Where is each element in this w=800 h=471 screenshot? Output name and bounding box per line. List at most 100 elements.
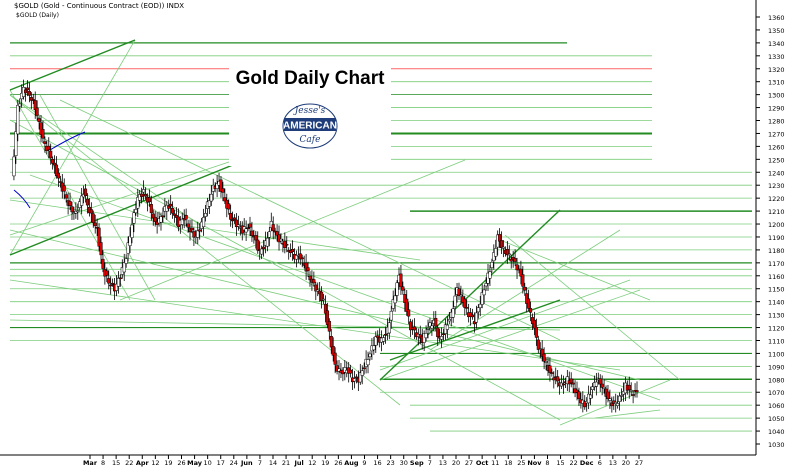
y-tick-label: 1230 — [768, 182, 785, 190]
candle-up — [440, 336, 444, 340]
candle-down — [325, 310, 329, 325]
candle-down — [575, 389, 579, 393]
candle-down — [56, 172, 60, 179]
candle-down — [627, 385, 631, 390]
x-tick-label: 15 — [556, 459, 564, 467]
x-tick-label: Sep — [410, 459, 424, 467]
candle-down — [101, 258, 105, 269]
candle-up — [544, 361, 548, 363]
candle-down — [306, 267, 310, 272]
x-tick-label: Oct — [476, 459, 489, 467]
candle-down — [349, 369, 353, 374]
y-tick-label: 1300 — [768, 92, 785, 100]
svg-text:Jesse's: Jesse's — [293, 106, 326, 116]
x-tick-label: 7 — [428, 459, 432, 467]
candle-down — [323, 303, 328, 314]
channel-line — [9, 39, 136, 91]
candle-up — [629, 390, 633, 392]
candle-down — [140, 193, 144, 197]
y-tick-label: 1270 — [768, 130, 785, 138]
candle-down — [463, 298, 467, 308]
candle-down — [569, 378, 573, 384]
x-tick-label: 9 — [362, 459, 366, 467]
candle-up — [488, 271, 492, 279]
candle-up — [565, 376, 569, 385]
candle-down — [149, 204, 153, 214]
candle-up — [267, 231, 271, 238]
x-tick-label: 19 — [164, 459, 172, 467]
candle-down — [93, 222, 97, 227]
candle-up — [209, 193, 213, 202]
candle-down — [527, 298, 531, 309]
candle-down — [472, 321, 477, 325]
chart-title: Gold Daily Chart — [235, 68, 385, 89]
candle-down — [329, 335, 333, 348]
candle-down — [401, 286, 405, 291]
y-tick-label: 1070 — [768, 389, 785, 397]
candle-down — [250, 230, 254, 236]
candle-down — [465, 307, 469, 309]
candle-down — [53, 162, 57, 166]
candle-down — [261, 246, 266, 250]
candle-down — [246, 227, 250, 230]
candle-up — [614, 402, 618, 404]
candle-up — [424, 333, 428, 339]
x-tick-label: 22 — [570, 459, 578, 467]
y-axis-ticks: 1360 1350 1340 1330 1320 1310 1300 1290 1280 1270… — [756, 14, 785, 449]
y-tick-label: 1160 — [768, 273, 785, 281]
candle-down — [143, 193, 148, 197]
candle-down — [27, 91, 31, 96]
candle-down — [314, 284, 318, 292]
candle-down — [521, 274, 525, 287]
candle-up — [202, 217, 206, 228]
y-tick-label: 1060 — [768, 402, 785, 410]
candle-down — [542, 353, 546, 362]
candle-down — [407, 309, 411, 317]
candle-down — [409, 321, 413, 331]
candle-down — [198, 229, 202, 232]
x-tick-label: Mar — [83, 459, 98, 467]
candle-up — [589, 394, 593, 399]
candle-up — [132, 212, 136, 224]
x-tick-label: 20 — [452, 459, 460, 467]
diagonal-trendline — [504, 234, 681, 381]
candle-up — [114, 283, 119, 291]
candle-down — [37, 118, 41, 122]
candle-up — [203, 213, 208, 217]
candle-down — [536, 339, 540, 350]
y-tick-label: 1220 — [768, 195, 785, 203]
candle-down — [186, 223, 190, 228]
x-tick-label: 25 — [517, 459, 525, 467]
candle-down — [31, 99, 35, 101]
y-tick-label: 1190 — [768, 234, 785, 242]
svg-text:AMERICAN: AMERICAN — [283, 121, 337, 132]
candle-up — [18, 103, 22, 107]
candle-down — [192, 231, 196, 238]
x-tick-label: Apr — [136, 459, 150, 467]
candle-down — [550, 372, 554, 374]
diagonal-trendline — [594, 409, 661, 419]
candle-down — [500, 240, 504, 249]
candle-down — [376, 335, 380, 338]
x-tick-label: 20 — [622, 459, 630, 467]
candle-down — [248, 223, 252, 228]
candle-down — [436, 327, 440, 338]
x-tick-label: 13 — [609, 459, 617, 467]
x-tick-label: Dec — [580, 459, 594, 467]
x-tick-label: 12 — [308, 459, 316, 467]
x-tick-label: 6 — [598, 459, 602, 467]
candle-down — [62, 185, 66, 192]
candle-up — [451, 308, 455, 318]
candle-up — [260, 248, 264, 255]
candle-up — [207, 200, 211, 207]
candle-down — [399, 273, 403, 288]
x-tick-label: 14 — [269, 459, 277, 467]
x-tick-label: 10 — [204, 459, 212, 467]
candle-down — [515, 264, 519, 271]
candle-down — [548, 365, 552, 373]
candle-down — [64, 194, 68, 199]
candle-down — [298, 253, 302, 260]
candle-up — [393, 295, 397, 304]
candle-down — [505, 248, 509, 256]
candle-down — [151, 213, 155, 219]
